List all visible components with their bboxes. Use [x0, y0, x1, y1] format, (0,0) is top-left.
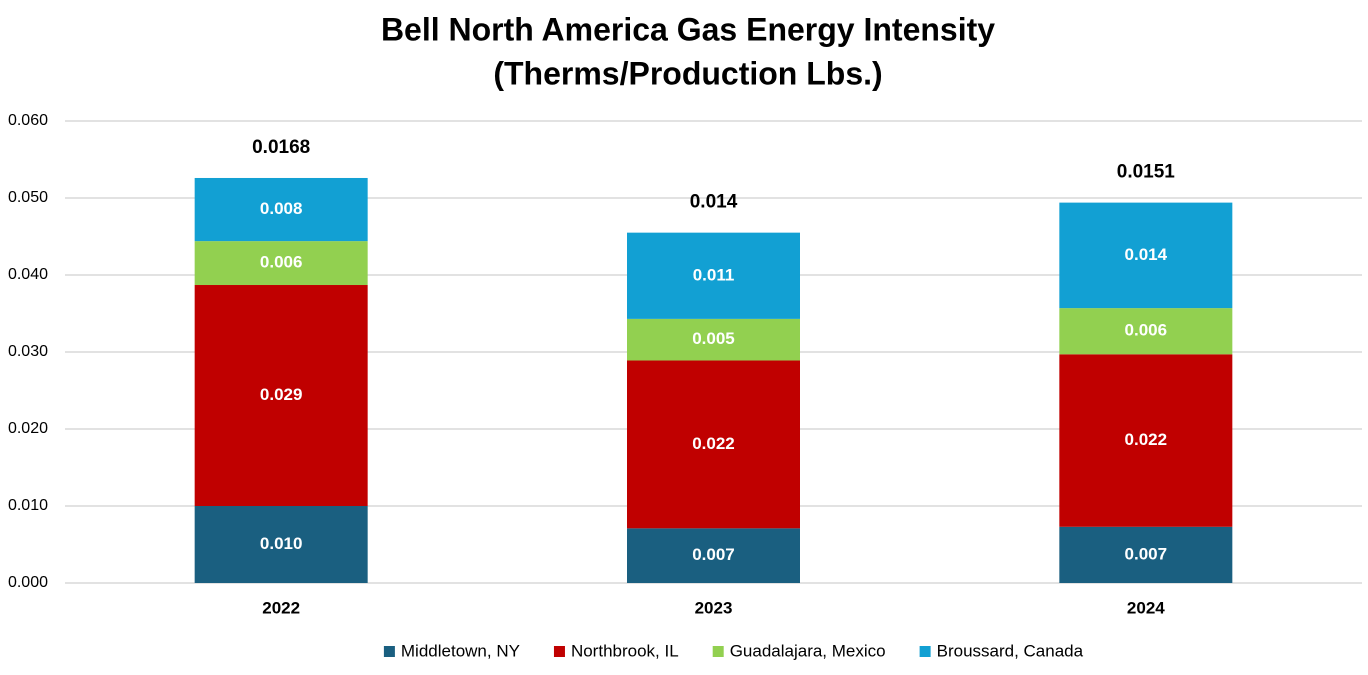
- x-tick-label: 2023: [695, 598, 733, 617]
- bar-segment: [194, 285, 368, 506]
- data-label: 0.008: [260, 199, 303, 218]
- bar-segment: [1059, 354, 1233, 527]
- legend-swatch: [712, 646, 724, 657]
- total-label: 0.0168: [252, 137, 310, 158]
- x-tick-label: 2022: [262, 598, 300, 617]
- data-label: 0.007: [692, 545, 735, 564]
- legend-label: Guadalajara, Mexico: [730, 641, 886, 660]
- bar-segment: [194, 506, 368, 583]
- data-label: 0.022: [1125, 430, 1168, 449]
- y-tick-label: 0.060: [8, 112, 48, 129]
- data-label: 0.029: [260, 385, 303, 404]
- x-tick-label: 2024: [1127, 598, 1165, 617]
- bar-segment: [1059, 202, 1233, 309]
- y-tick-label: 0.050: [8, 189, 48, 206]
- data-label: 0.011: [693, 265, 735, 284]
- y-tick-label: 0.040: [8, 266, 48, 283]
- bar-segment: [1059, 526, 1233, 583]
- bar-segment: [194, 177, 368, 242]
- bar-segment: [1059, 308, 1233, 355]
- total-label: 0.0151: [1117, 162, 1176, 183]
- legend-swatch: [553, 646, 565, 657]
- legend-label: Middletown, NY: [401, 641, 520, 660]
- bar-segment: [627, 360, 800, 529]
- data-label: 0.010: [260, 534, 303, 553]
- legend-label: Northbrook, IL: [571, 641, 679, 660]
- bar-segment: [627, 528, 800, 583]
- y-tick-label: 0.030: [8, 343, 48, 360]
- bar-segment: [194, 241, 368, 286]
- legend-label: Broussard, Canada: [937, 641, 1084, 660]
- data-label: 0.014: [1125, 245, 1168, 264]
- chart-title: Bell North America Gas Energy Intensity: [381, 11, 995, 47]
- data-label: 0.005: [692, 329, 735, 348]
- bar-segment: [627, 318, 800, 361]
- y-tick-label: 0.010: [8, 497, 48, 514]
- y-tick-label: 0.000: [8, 574, 48, 591]
- y-tick-label: 0.020: [8, 420, 48, 437]
- legend-swatch: [919, 646, 931, 657]
- legend-swatch: [383, 646, 395, 657]
- chart-subtitle: (Therms/Production Lbs.): [493, 55, 882, 91]
- total-label: 0.014: [690, 192, 738, 213]
- data-label: 0.006: [1125, 321, 1168, 340]
- bar-segment: [627, 232, 800, 319]
- data-label: 0.006: [260, 253, 303, 272]
- data-label: 0.007: [1125, 544, 1168, 563]
- data-label: 0.022: [692, 434, 735, 453]
